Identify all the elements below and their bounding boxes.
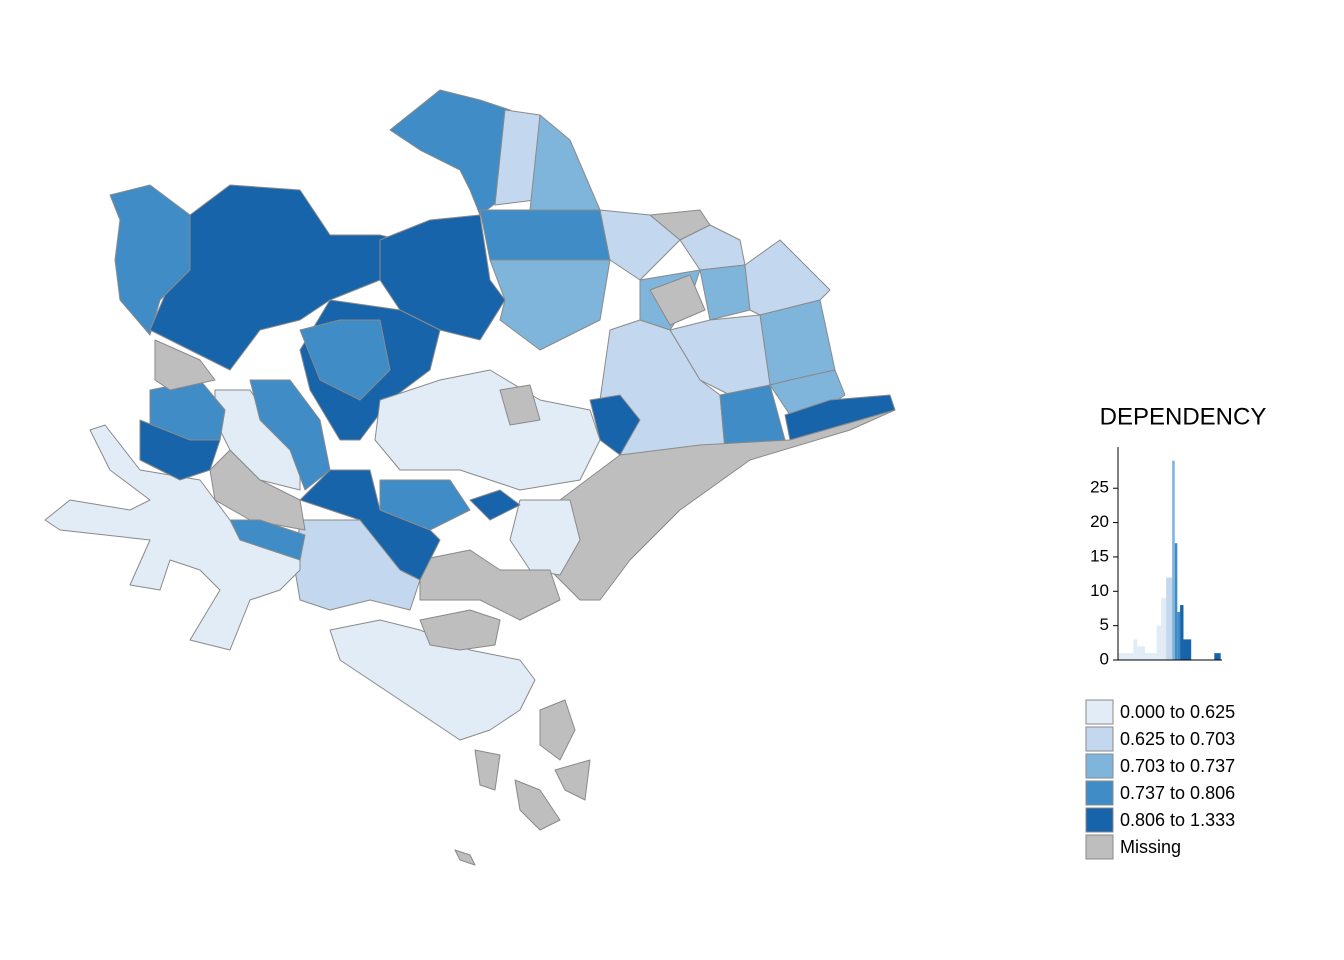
region	[139, 419, 221, 481]
legend-label: 0.625 to 0.703	[1120, 729, 1235, 749]
region	[374, 369, 601, 491]
region	[379, 214, 506, 341]
region	[44, 424, 301, 651]
bar	[1172, 460, 1175, 660]
region	[679, 224, 746, 271]
legend-swatch	[1085, 726, 1114, 752]
region	[469, 489, 521, 521]
choropleth-map	[44, 89, 896, 866]
bar	[1214, 653, 1221, 660]
region	[149, 184, 401, 371]
region	[529, 114, 601, 211]
y-tick-label: 25	[1090, 478, 1109, 497]
region	[299, 319, 391, 401]
region	[554, 759, 591, 801]
legend-label: 0.806 to 1.333	[1120, 810, 1235, 830]
bar	[1156, 625, 1162, 660]
bar	[1161, 598, 1167, 660]
bar	[1174, 543, 1178, 660]
bar	[1166, 577, 1173, 660]
y-tick-label: 5	[1100, 615, 1109, 634]
region	[154, 339, 216, 391]
region	[419, 549, 561, 621]
bar	[1133, 639, 1138, 660]
region	[249, 379, 331, 491]
region	[589, 394, 641, 456]
region	[389, 89, 511, 216]
legend: 0.000 to 0.625 0.625 to 0.703 0.703 to 0.7…	[1085, 699, 1235, 860]
region	[784, 394, 896, 441]
region	[539, 699, 576, 761]
region	[649, 274, 706, 326]
region	[474, 749, 501, 791]
region	[419, 609, 501, 651]
bar	[1177, 611, 1181, 660]
region	[499, 384, 541, 426]
region	[514, 779, 561, 831]
region	[454, 849, 476, 866]
legend-swatch	[1085, 780, 1114, 806]
legend-label: Missing	[1120, 837, 1181, 857]
legend-swatch	[1085, 807, 1114, 833]
histogram: 0 5 10 15 20 25	[1090, 447, 1222, 668]
region	[299, 469, 441, 581]
legend-swatch	[1085, 699, 1114, 725]
y-tick-label: 15	[1090, 546, 1109, 565]
legend-label: 0.737 to 0.806	[1120, 783, 1235, 803]
region	[489, 259, 611, 351]
region	[379, 479, 471, 531]
region	[509, 499, 581, 576]
legend-swatch	[1085, 834, 1114, 860]
bar	[1180, 605, 1184, 660]
y-tick-label: 10	[1090, 581, 1109, 600]
legend-swatch	[1085, 753, 1114, 779]
bar	[1137, 646, 1145, 660]
region	[229, 519, 306, 561]
legend-label: 0.703 to 0.737	[1120, 756, 1235, 776]
legend-label: 0.000 to 0.625	[1120, 702, 1235, 722]
bar	[1144, 653, 1153, 660]
bar	[1118, 653, 1134, 660]
y-tick-label: 20	[1090, 512, 1109, 531]
bar	[1183, 639, 1192, 660]
region	[294, 519, 421, 611]
bar	[1152, 653, 1157, 660]
region	[719, 384, 786, 451]
legend-title: DEPENDENCY	[1100, 403, 1267, 430]
region	[699, 264, 751, 321]
region	[599, 209, 681, 281]
y-tick-label: 0	[1100, 649, 1109, 668]
